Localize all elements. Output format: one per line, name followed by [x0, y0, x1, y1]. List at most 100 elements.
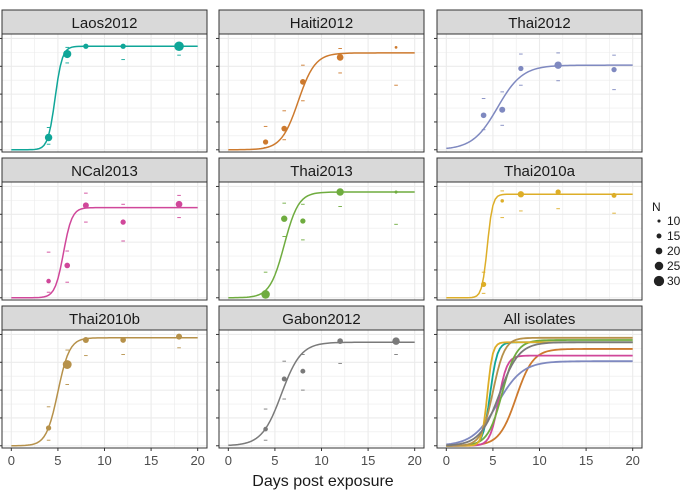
data-point — [281, 125, 288, 132]
x-axis-title: Days post exposure — [252, 473, 394, 490]
strip-label-haiti2012: Haiti2012 — [290, 15, 353, 32]
panel-thai2013: Thai2013 — [216, 157, 425, 301]
fit-curve-gabon2012 — [446, 341, 633, 447]
panel-thai2010b: Thai2010b 0 5 10 15 20 — [0, 305, 208, 468]
data-point — [45, 425, 52, 431]
strip-label-thai2012: Thai2012 — [508, 15, 571, 32]
panel-haiti2012: Haiti2012 — [216, 9, 425, 153]
data-point — [175, 200, 183, 208]
data-point — [82, 202, 89, 209]
strip-label-thai2010a: Thai2010a — [504, 163, 576, 180]
fit-curve-thai2010b — [11, 337, 198, 447]
strip-label-gabon2012: Gabon2012 — [282, 311, 360, 328]
legend-label: 30 — [667, 274, 680, 288]
strip-thai2010a — [436, 157, 643, 183]
data-point — [300, 79, 306, 85]
data-point — [392, 337, 400, 345]
fit-curve-thai2012 — [446, 64, 633, 150]
x-tick-label: 0 — [225, 453, 232, 468]
legend-key — [653, 275, 665, 287]
x-tick-label: 10 — [97, 453, 111, 468]
fit-curve-ncal2013 — [446, 354, 633, 447]
data-point — [300, 218, 306, 224]
strip-laos2012 — [1, 9, 208, 35]
panel-all-isolates: All isolates 0 5 10 15 20 — [434, 305, 643, 468]
data-point — [63, 49, 72, 59]
x-tick-label: 10 — [314, 453, 328, 468]
fit-curve-haiti2012 — [228, 52, 415, 151]
gridlines-thai2010a — [437, 182, 642, 300]
x-tick-label: 15 — [579, 453, 593, 468]
data-point — [176, 333, 183, 340]
gridlines-gabon2012 — [219, 330, 424, 448]
data-point — [480, 112, 487, 119]
data-point — [394, 190, 398, 194]
legend-key — [655, 247, 663, 255]
x-tick-label: 20 — [407, 453, 421, 468]
data-point — [555, 189, 561, 195]
fit-curve-thai2010b — [446, 336, 633, 447]
data-point — [554, 61, 562, 69]
fit-curve-thai2012 — [446, 360, 633, 446]
data-point — [83, 43, 89, 49]
fit-curve-thai2010a — [446, 193, 633, 299]
x-tick-label: 20 — [625, 453, 639, 468]
gridlines-laos2012 — [2, 34, 207, 152]
data-point — [64, 262, 71, 269]
x-tick-label: 0 — [443, 453, 450, 468]
data-point — [263, 426, 268, 432]
panel-grid: Laos2012 Haiti2012 Thai2012 NCal2013 Thai201… — [0, 9, 643, 468]
data-point — [120, 219, 126, 225]
fit-curve-ncal2013 — [11, 206, 198, 299]
data-point — [394, 45, 398, 49]
data-point — [336, 188, 344, 196]
x-tick-label: 5 — [54, 453, 61, 468]
data-point — [120, 43, 126, 49]
gridlines-thai2013 — [219, 182, 424, 300]
x-tick-label: 5 — [489, 453, 496, 468]
gridlines-thai2010b — [2, 330, 207, 448]
data-point — [517, 191, 525, 198]
data-point — [281, 215, 288, 222]
legend-title: N — [652, 200, 661, 214]
legend-label: 20 — [667, 244, 680, 258]
strip-label-thai2010b: Thai2010b — [69, 311, 140, 328]
data-point — [120, 337, 126, 343]
data-point — [261, 290, 270, 299]
strip-label-laos2012: Laos2012 — [72, 15, 138, 32]
x-tick-label: 15 — [361, 453, 375, 468]
strip-thai2013 — [218, 157, 425, 183]
strip-label-thai2013: Thai2013 — [290, 163, 353, 180]
legend-label: 15 — [667, 229, 680, 243]
data-point — [46, 278, 51, 284]
panel-border-all-isolates — [436, 329, 643, 449]
data-point — [337, 338, 343, 344]
strip-ncal2013 — [1, 157, 208, 183]
data-point — [174, 41, 184, 52]
x-tick-label: 10 — [532, 453, 546, 468]
data-point — [480, 281, 487, 288]
strip-label-ncal2013: NCal2013 — [71, 163, 138, 180]
panel-border-ncal2013 — [1, 181, 208, 301]
x-tick-label: 20 — [190, 453, 204, 468]
legend-label: 25 — [667, 259, 680, 273]
panel-border-thai2012 — [436, 33, 643, 153]
x-tick-label: 15 — [144, 453, 158, 468]
panel-border-thai2013 — [218, 181, 425, 301]
panel-gabon2012: Gabon2012 0 5 10 15 20 — [216, 305, 425, 468]
legend-key — [654, 261, 664, 271]
panel-thai2012: Thai2012 — [434, 9, 643, 153]
strip-haiti2012 — [218, 9, 425, 35]
fit-curve-thai2013 — [228, 191, 415, 299]
gridlines-thai2012 — [437, 34, 642, 152]
data-point — [281, 376, 287, 382]
data-point — [300, 368, 306, 374]
data-point — [611, 192, 617, 198]
data-point — [500, 199, 504, 203]
panel-thai2010a: Thai2010a — [434, 157, 643, 301]
panel-border-thai2010b — [1, 329, 208, 449]
panel-border-haiti2012 — [218, 33, 425, 153]
fit-curve-gabon2012 — [228, 341, 415, 447]
legend-label: 10 — [667, 214, 680, 228]
